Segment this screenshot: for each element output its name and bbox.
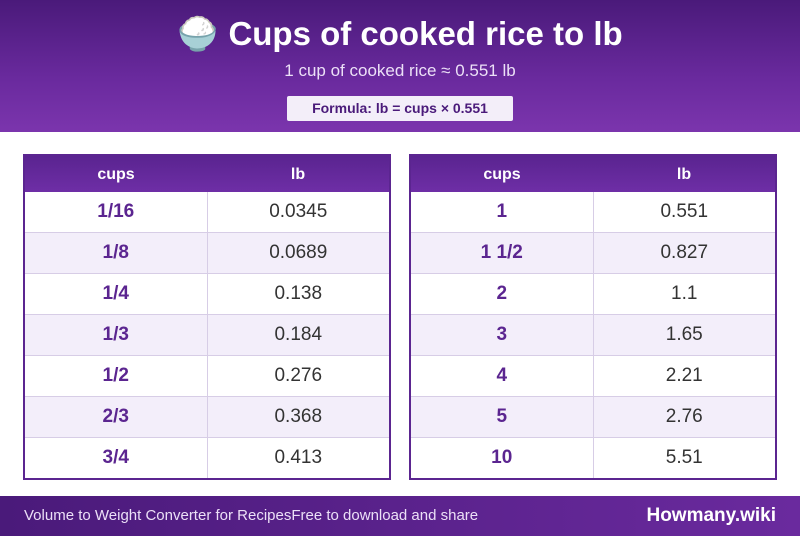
lb-cell: 0.0345 — [269, 201, 328, 222]
lb-cell: 2.21 — [665, 365, 703, 386]
table-row: 1/16 0.0345 — [25, 192, 389, 232]
column-header-cups: cups — [483, 166, 521, 183]
brand-logo-text[interactable]: Howmany.wiki — [646, 505, 776, 526]
footer-description: Volume to Weight Converter for RecipesFr… — [24, 496, 478, 536]
table-row: 2 1.1 — [411, 273, 775, 314]
cups-cell: 3/4 — [25, 438, 208, 478]
table-body: 1/16 0.0345 1/8 0.0689 1/4 0.138 1/3 0.184 1/2 0.… — [25, 192, 389, 478]
cups-cell: 10 — [411, 438, 594, 478]
rice-bowl-icon: 🍚 — [177, 14, 219, 53]
table-row: 1/3 0.184 — [25, 314, 389, 355]
footer-text-share: Free to download and share — [291, 507, 479, 524]
subtitle: 1 cup of cooked rice ≈ 0.551 lb — [284, 61, 516, 80]
conversion-table-right: cups lb 1 0.551 1 1/2 0.827 2 1.1 3 1.65 4 2.21 5 2… — [409, 154, 777, 480]
cups-cell: 2 — [411, 274, 594, 314]
lb-cell: 0.551 — [660, 201, 709, 222]
cups-cell: 1/3 — [25, 315, 208, 355]
cups-cell: 2/3 — [25, 397, 208, 437]
cups-cell: 1/4 — [25, 274, 208, 314]
column-header-lb: lb — [676, 166, 692, 183]
table-row: 3 1.65 — [411, 314, 775, 355]
lb-cell: 5.51 — [665, 447, 703, 468]
title-text: Cups of cooked rice to lb — [228, 15, 623, 52]
table-row: 2/3 0.368 — [25, 396, 389, 437]
header-banner: 🍚 Cups of cooked rice to lb 1 cup of cook… — [0, 0, 800, 132]
table-row: 1/2 0.276 — [25, 355, 389, 396]
table-row: 10 5.51 — [411, 437, 775, 478]
table-header: cups lb — [25, 156, 389, 192]
cups-cell: 1 1/2 — [411, 233, 594, 273]
lb-cell: 0.827 — [660, 242, 709, 263]
table-body: 1 0.551 1 1/2 0.827 2 1.1 3 1.65 4 2.21 5 2.76 10 5.5… — [411, 192, 775, 478]
cups-cell: 3 — [411, 315, 594, 355]
column-header-lb: lb — [290, 166, 306, 183]
lb-cell: 0.0689 — [269, 242, 328, 263]
lb-cell: 0.368 — [274, 406, 323, 427]
lb-cell: 1.1 — [671, 283, 698, 304]
footer-text-converter: Volume to Weight Converter for Recipes — [24, 507, 292, 524]
table-row: 3/4 0.413 — [25, 437, 389, 478]
cups-cell: 1/2 — [25, 356, 208, 396]
conversion-table-left: cups lb 1/16 0.0345 1/8 0.0689 1/4 0.138 1/3 0.… — [23, 154, 391, 480]
footer-bar: Volume to Weight Converter for RecipesFr… — [0, 496, 800, 536]
lb-cell: 1.65 — [665, 324, 703, 345]
page-title: 🍚 Cups of cooked rice to lb — [0, 14, 800, 54]
lb-cell: 2.76 — [665, 406, 703, 427]
table-row: 1/8 0.0689 — [25, 232, 389, 273]
cups-cell: 5 — [411, 397, 594, 437]
table-row: 1 1/2 0.827 — [411, 232, 775, 273]
table-row: 1/4 0.138 — [25, 273, 389, 314]
cups-cell: 1 — [411, 192, 594, 232]
column-header-cups: cups — [97, 166, 135, 183]
table-header: cups lb — [411, 156, 775, 192]
lb-cell: 0.184 — [274, 324, 323, 345]
table-row: 1 0.551 — [411, 192, 775, 232]
cups-cell: 1/16 — [25, 192, 208, 232]
formula-badge: Formula: lb = cups × 0.551 — [287, 96, 513, 121]
table-row: 5 2.76 — [411, 396, 775, 437]
cups-cell: 1/8 — [25, 233, 208, 273]
lb-cell: 0.413 — [274, 447, 323, 468]
lb-cell: 0.138 — [274, 283, 323, 304]
cups-cell: 4 — [411, 356, 594, 396]
lb-cell: 0.276 — [274, 365, 323, 386]
table-row: 4 2.21 — [411, 355, 775, 396]
